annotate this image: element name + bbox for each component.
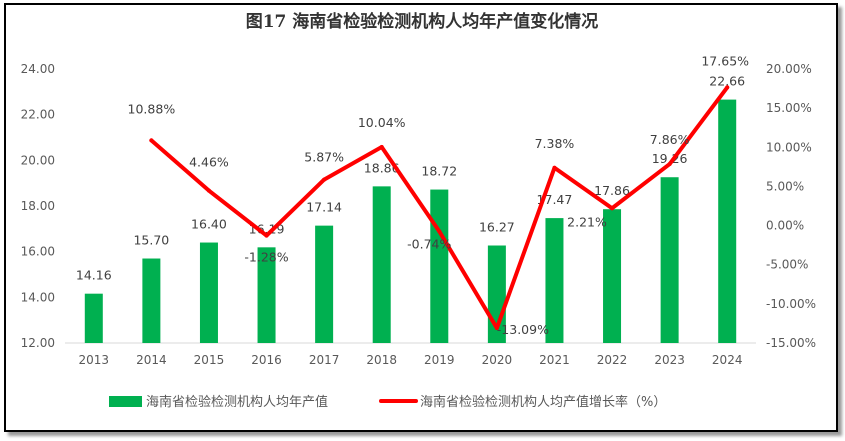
right-tick-label: 15.00% bbox=[766, 101, 812, 115]
bar-2017 bbox=[315, 225, 334, 343]
right-tick-label: -15.00% bbox=[766, 336, 816, 350]
line-point-2021 bbox=[552, 165, 557, 170]
chart-title: 图17 海南省检验检测机构人均年产值变化情况 bbox=[246, 11, 599, 32]
x-tick-label: 2019 bbox=[424, 353, 455, 367]
line-value-label: -13.09% bbox=[497, 322, 549, 337]
left-tick-label: 12.00 bbox=[21, 336, 55, 350]
left-tick-label: 14.00 bbox=[21, 290, 55, 304]
line-point-2016 bbox=[264, 233, 269, 238]
left-tick-label: 16.00 bbox=[21, 245, 55, 259]
bar-2014 bbox=[142, 258, 161, 343]
bar-value-label: 15.70 bbox=[133, 233, 169, 248]
line-point-2024 bbox=[725, 85, 730, 90]
x-tick-label: 2013 bbox=[79, 353, 110, 367]
line-point-2018 bbox=[379, 144, 384, 149]
bar-value-label: 14.16 bbox=[76, 268, 112, 283]
bar-value-label: 17.86 bbox=[594, 183, 630, 198]
right-tick-label: -5.00% bbox=[766, 258, 808, 272]
right-tick-label: 20.00% bbox=[766, 62, 812, 76]
line-point-2023 bbox=[667, 162, 672, 167]
right-tick-label: 5.00% bbox=[766, 179, 804, 193]
line-value-label: 7.86% bbox=[650, 132, 690, 147]
right-tick-label: 0.00% bbox=[766, 219, 804, 233]
bar-2018 bbox=[372, 186, 391, 343]
bar-value-label: 18.72 bbox=[421, 164, 457, 179]
x-tick-label: 2015 bbox=[194, 353, 225, 367]
bar-value-label: 16.40 bbox=[191, 217, 227, 232]
bar-value-label: 22.66 bbox=[709, 74, 745, 89]
line-value-label: 5.87% bbox=[304, 150, 344, 165]
line-value-label: -1.28% bbox=[244, 250, 288, 265]
legend-bar-label: 海南省检验检测机构人均年产值 bbox=[146, 394, 328, 410]
line-value-label: 10.04% bbox=[358, 115, 406, 130]
left-tick-label: 20.00 bbox=[21, 153, 55, 167]
left-tick-label: 24.00 bbox=[21, 62, 55, 76]
x-tick-label: 2017 bbox=[309, 353, 340, 367]
bar-2016 bbox=[257, 247, 276, 343]
bar-2023 bbox=[660, 177, 679, 343]
right-tick-label: 10.00% bbox=[766, 140, 812, 154]
legend-line-label: 海南省检验检测机构人均产值增长率（%） bbox=[420, 394, 666, 410]
x-tick-label: 2022 bbox=[597, 353, 628, 367]
left-tick-label: 18.00 bbox=[21, 199, 55, 213]
line-point-2019 bbox=[437, 229, 442, 234]
line-point-2015 bbox=[206, 188, 211, 193]
right-tick-label: -10.00% bbox=[766, 297, 816, 311]
line-value-label: -0.74% bbox=[407, 236, 451, 251]
line-value-label: 4.46% bbox=[189, 155, 229, 170]
x-tick-label: 2020 bbox=[482, 353, 513, 367]
line-value-label: 17.65% bbox=[701, 53, 749, 68]
x-tick-label: 2018 bbox=[366, 353, 397, 367]
line-value-label: 7.38% bbox=[535, 136, 575, 151]
bar-2013 bbox=[84, 293, 103, 343]
bar-value-label: 16.27 bbox=[479, 220, 515, 235]
bar-2021 bbox=[545, 218, 564, 343]
x-tick-label: 2016 bbox=[251, 353, 282, 367]
bar-value-label: 18.86 bbox=[364, 160, 400, 175]
bar-value-label: 17.14 bbox=[306, 200, 342, 215]
bar-2015 bbox=[199, 242, 218, 343]
line-point-2020 bbox=[494, 326, 499, 331]
x-tick-label: 2014 bbox=[136, 353, 167, 367]
bar-2019 bbox=[430, 189, 449, 343]
x-tick-label: 2023 bbox=[654, 353, 685, 367]
left-tick-label: 22.00 bbox=[21, 108, 55, 122]
x-tick-label: 2021 bbox=[539, 353, 570, 367]
line-point-2017 bbox=[322, 177, 327, 182]
legend-bar-swatch bbox=[109, 396, 142, 407]
bar-2024 bbox=[718, 99, 737, 343]
line-point-2014 bbox=[149, 138, 154, 143]
chart-frame bbox=[4, 3, 838, 432]
line-value-label: 2.21% bbox=[567, 214, 607, 229]
x-tick-label: 2024 bbox=[712, 353, 743, 367]
bar-2022 bbox=[603, 209, 622, 343]
line-point-2022 bbox=[610, 206, 615, 211]
line-value-label: 10.88% bbox=[128, 101, 176, 116]
